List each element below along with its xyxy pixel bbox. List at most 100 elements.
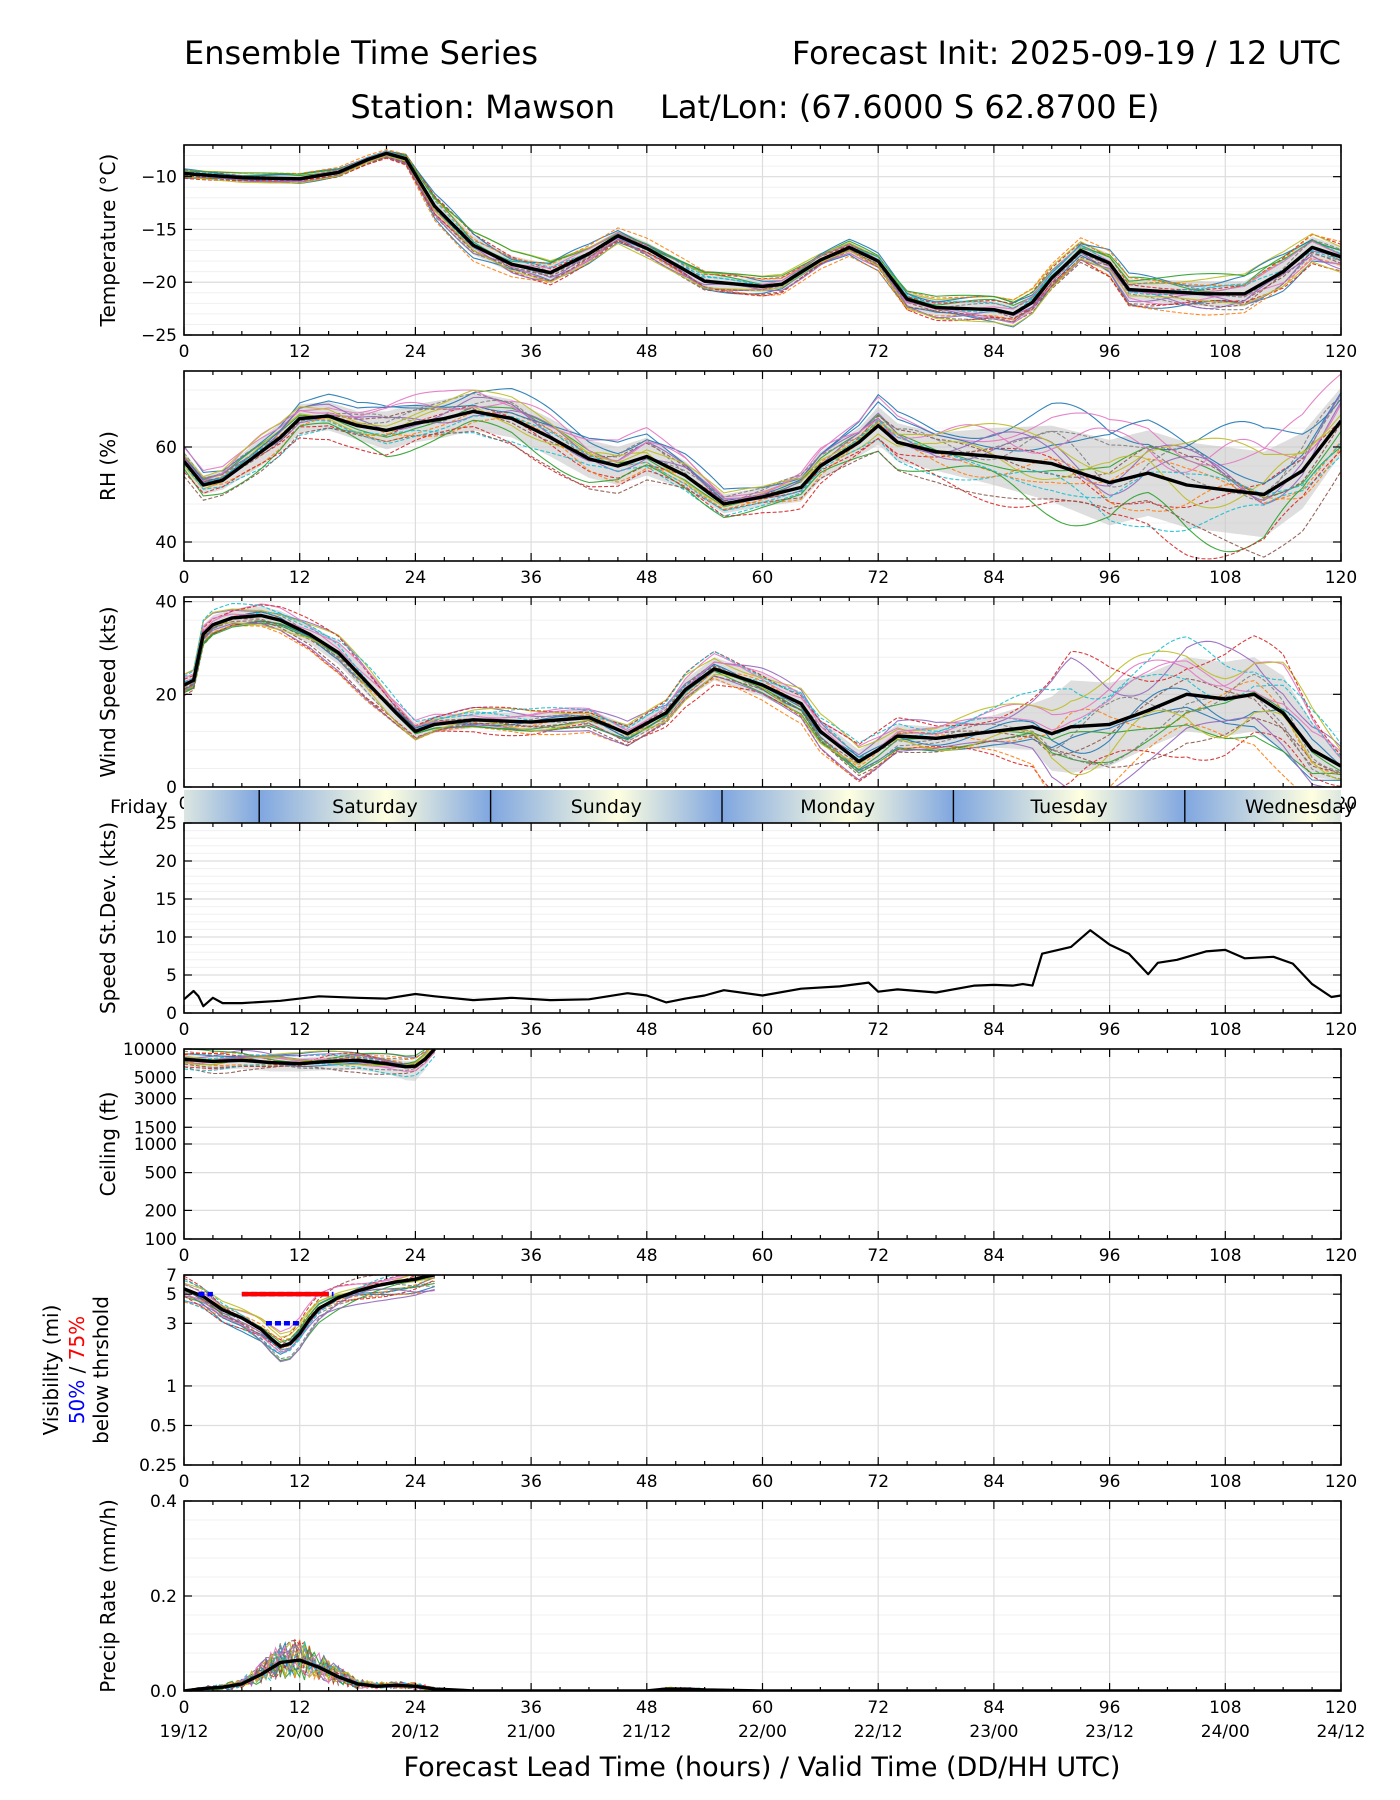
x-tick-label: 108	[1209, 1472, 1241, 1492]
x-tick-label: 96	[1099, 1020, 1121, 1040]
valid-time-label: 23/12	[1085, 1722, 1134, 1742]
ensemble-member-line	[184, 1056, 436, 1078]
x-tick-label: 12	[289, 568, 311, 588]
series-layer	[184, 149, 1341, 328]
series-layer	[184, 1275, 435, 1363]
y-tick-label: 500	[145, 1164, 177, 1184]
y-tick-label: 3000	[134, 1090, 177, 1110]
series-layer	[184, 373, 1341, 560]
ensemble-member-line	[184, 614, 1341, 780]
day-label: Sunday	[571, 796, 642, 818]
x-tick-label: 120	[1325, 1472, 1357, 1492]
y-tick-label: 15	[155, 890, 177, 910]
valid-time-label: 19/12	[160, 1722, 209, 1742]
x-tick-label: 36	[520, 1698, 542, 1718]
ensemble-member-line	[184, 157, 1341, 322]
ensemble-member-line	[184, 1283, 435, 1360]
x-tick-label: 48	[636, 1020, 658, 1040]
y-tick-label: 0.2	[150, 1587, 177, 1607]
y-axis-label: Precip Rate (mm/h)	[96, 1499, 120, 1693]
x-tick-label: 60	[752, 1246, 774, 1266]
y-tick-label: 10000	[123, 1040, 177, 1060]
spread-band	[184, 387, 1341, 538]
y-tick-label: 20	[155, 685, 177, 705]
ensemble-member-line	[184, 621, 1341, 781]
ensemble-member-line	[184, 625, 1297, 787]
ensemble-mean-line	[184, 1275, 435, 1349]
ensemble-member-line	[184, 603, 1341, 760]
ensemble-member-line	[184, 1049, 435, 1066]
ensemble-mean-line	[184, 409, 1341, 506]
ensemble-member-line	[184, 150, 1341, 305]
panel-rh: 0 12 24 36 48 60 72 84 96 108 120 40 60 RH (%)	[96, 370, 1357, 588]
day-band	[490, 790, 723, 823]
y-tick-label: 20	[155, 852, 177, 872]
x-tick-label: 36	[520, 568, 542, 588]
ensemble-member-line	[184, 415, 1341, 512]
x-tick-label: 96	[1099, 1472, 1121, 1492]
y-tick-label: 1000	[134, 1135, 177, 1155]
valid-time-label: 21/12	[622, 1722, 671, 1742]
x-tick-label: 12	[289, 342, 311, 362]
x-tick-label: 108	[1209, 1698, 1241, 1718]
panel-temperature: 0 12 24 36 48 60 72 84 96 108 120 −25 −20 −15 −10 Tempe…	[96, 144, 1357, 362]
x-tick-label: 24	[405, 1020, 427, 1040]
ensemble-member-line	[184, 1288, 435, 1351]
x-tick-label: 84	[983, 1472, 1005, 1492]
y-tick-label: 5000	[134, 1069, 177, 1089]
day-label: Friday	[110, 796, 168, 818]
ensemble-mean-line	[184, 151, 1341, 316]
x-tick-label: 84	[983, 1020, 1005, 1040]
ensemble-mean-line	[184, 1049, 436, 1069]
ensemble-member-line	[184, 613, 1341, 762]
x-tick-label: 60	[752, 568, 774, 588]
y-tick-label: 7	[166, 1266, 177, 1286]
x-tick-label: 0	[179, 1020, 190, 1040]
ensemble-member-line	[184, 149, 1341, 301]
panel-speed-stdev: 0 12 24 36 48 60 72 84 96 108 120 0 5 10 15 20 25 Speed S…	[96, 814, 1357, 1040]
x-tick-label: 12	[289, 1246, 311, 1266]
panel-wind: 0122436486072849610812002040Wind Speed (…	[96, 593, 1357, 814]
station-label: Station: Mawson	[350, 88, 615, 126]
valid-time-label: 24/00	[1201, 1722, 1250, 1742]
ensemble-member-line	[184, 155, 1341, 327]
x-tick-label: 24	[405, 1246, 427, 1266]
threshold-label-part: /	[65, 1360, 89, 1379]
x-tick-label: 24	[405, 342, 427, 362]
valid-time-label: 21/00	[507, 1722, 556, 1742]
x-tick-label: 36	[520, 1020, 542, 1040]
x-tick-label: 24	[405, 568, 427, 588]
day-label: Wednesday	[1245, 796, 1355, 818]
x-tick-label: 120	[1325, 1020, 1357, 1040]
x-tick-label: 48	[636, 1472, 658, 1492]
x-tick-label: 0	[179, 1698, 190, 1718]
threshold-label-part: 75%	[65, 1316, 89, 1360]
valid-time-label: 22/00	[738, 1722, 787, 1742]
x-tick-label: 84	[983, 1246, 1005, 1266]
grid	[183, 1048, 1342, 1240]
ensemble-member-line	[184, 411, 1341, 510]
stdev-line	[184, 929, 1341, 1008]
ensemble-member-line	[184, 622, 1341, 787]
y-tick-label: 0.4	[150, 1492, 177, 1512]
ensemble-member-line	[184, 150, 1341, 311]
series-layer	[184, 602, 1341, 787]
day-band	[722, 790, 954, 823]
x-tick-label: 0	[179, 342, 190, 362]
y-axis-label: Wind Speed (kts)	[96, 606, 120, 777]
x-tick-label: 72	[867, 1246, 889, 1266]
x-tick-label: 60	[752, 1472, 774, 1492]
ensemble-member-line	[184, 427, 1341, 532]
x-tick-label: 96	[1099, 1698, 1121, 1718]
x-tick-label: 0	[179, 1246, 190, 1266]
ensemble-member-line	[184, 156, 1341, 323]
x-tick-label: 72	[867, 342, 889, 362]
ensemble-member-line	[184, 608, 1341, 751]
y-axis-label-threshold: 50% / 75%	[65, 1316, 89, 1424]
ensemble-member-line	[184, 389, 1341, 494]
y-tick-label: 0.0	[150, 1682, 177, 1702]
ensemble-member-line	[184, 1049, 436, 1067]
x-tick-label: 60	[752, 1020, 774, 1040]
x-tick-label: 72	[867, 1698, 889, 1718]
